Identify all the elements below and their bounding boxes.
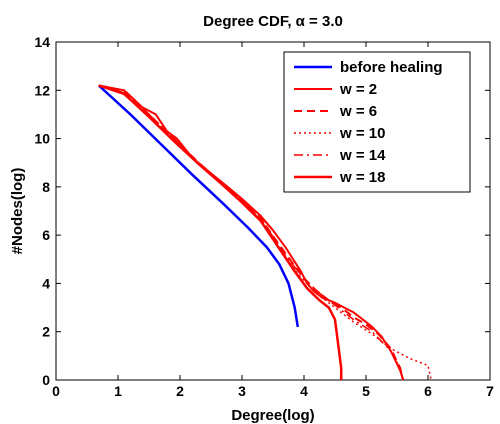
series-line-2 xyxy=(98,84,405,381)
series-line-5 xyxy=(98,84,404,381)
legend: before healing w = 2 w = 6 w = 10 w = 14 w = … xyxy=(283,51,471,193)
legend-label-3: w = 6 xyxy=(339,103,377,120)
x-tick-label: 1 xyxy=(114,383,122,399)
series-layer xyxy=(97,84,432,381)
y-tick-label: 14 xyxy=(34,34,50,50)
x-tick-label: 3 xyxy=(238,383,246,399)
y-tick-label: 10 xyxy=(34,131,50,147)
x-axis-label: Degree(log) xyxy=(231,407,314,424)
chart-title: Degree CDF, α = 3.0 xyxy=(203,13,343,30)
x-tick-label: 4 xyxy=(300,383,308,399)
x-tick-label: 7 xyxy=(486,383,494,399)
y-axis-label: #Nodes(log) xyxy=(9,168,26,255)
y-tick-label: 4 xyxy=(42,275,50,291)
y-tick-label: 0 xyxy=(42,372,50,388)
legend-label-2: w = 2 xyxy=(339,81,377,98)
x-tick-label: 0 xyxy=(52,383,60,399)
series-line-6 xyxy=(98,84,343,380)
y-tick-label: 12 xyxy=(34,82,50,98)
series-line-1 xyxy=(97,84,300,328)
legend-box xyxy=(283,51,471,193)
y-tick-label: 2 xyxy=(42,324,50,340)
series-line-3 xyxy=(98,84,405,381)
y-tick-label: 8 xyxy=(42,179,50,195)
legend-label-4: w = 10 xyxy=(339,125,385,142)
legend-label-6: w = 18 xyxy=(339,169,385,186)
x-tick-label: 5 xyxy=(362,383,370,399)
legend-label-1: before healing xyxy=(340,59,443,76)
legend-label-5: w = 14 xyxy=(339,147,386,164)
y-tick-label: 6 xyxy=(42,227,50,243)
x-tick-label: 2 xyxy=(176,383,184,399)
x-tick-label: 6 xyxy=(424,383,432,399)
